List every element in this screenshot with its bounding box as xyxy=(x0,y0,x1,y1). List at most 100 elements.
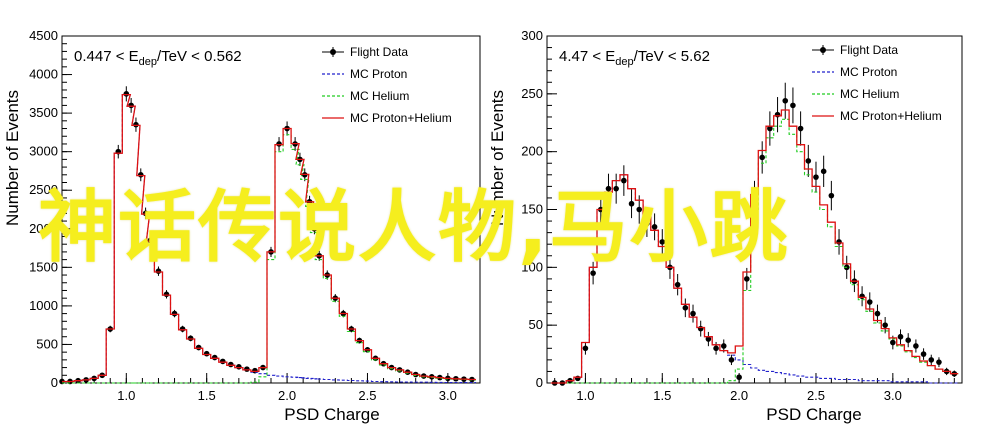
data-point xyxy=(582,345,589,352)
data-point xyxy=(211,354,218,361)
data-point xyxy=(928,357,935,363)
x-tick-label: 2.5 xyxy=(358,388,376,403)
legend-item: MC Proton+Helium xyxy=(322,111,452,125)
energy-range-annotation: 0.447 < Edep/TeV < 0.562 xyxy=(74,48,242,68)
series-mc-proton xyxy=(550,174,959,384)
data-point xyxy=(123,91,130,97)
data-point xyxy=(651,224,658,230)
x-tick-label: 2.0 xyxy=(278,388,296,403)
y-tick-label: 1500 xyxy=(29,259,58,274)
data-point xyxy=(905,337,912,344)
y-tick-label: 1000 xyxy=(29,298,58,313)
data-point xyxy=(767,125,773,132)
y-axis-title: Number of Events xyxy=(3,90,22,226)
y-tick-label: 200 xyxy=(521,144,543,159)
y-tick-label: 500 xyxy=(36,336,58,351)
data-point xyxy=(866,299,873,305)
data-point xyxy=(137,172,144,178)
series-mc-proton-helium xyxy=(550,109,959,384)
data-point xyxy=(636,206,643,213)
legend-item: Flight Data xyxy=(812,43,898,57)
histogram-line xyxy=(62,93,476,383)
data-point xyxy=(697,325,704,332)
legend-swatch xyxy=(330,49,336,55)
data-point xyxy=(179,326,186,332)
data-point xyxy=(920,351,927,357)
legend-label: Flight Data xyxy=(350,45,408,59)
data-point xyxy=(713,345,719,352)
series-mc-helium xyxy=(62,134,476,384)
data-point xyxy=(228,361,234,368)
data-point xyxy=(936,359,942,365)
legend: Flight Data MC Proton MC Helium MC Proton+H… xyxy=(322,45,452,125)
data-point xyxy=(751,192,758,199)
x-tick-label: 2.5 xyxy=(807,388,825,403)
data-point xyxy=(897,333,904,340)
data-point xyxy=(203,350,210,357)
data-point xyxy=(187,335,194,342)
data-point xyxy=(813,174,819,180)
data-point xyxy=(219,358,226,365)
x-axis-title: PSD Charge xyxy=(284,405,379,424)
histogram-line xyxy=(62,94,476,384)
y-tick-label: 300 xyxy=(521,28,543,43)
legend-label: Flight Data xyxy=(840,43,898,57)
data-point xyxy=(142,210,149,217)
data-point xyxy=(705,336,712,342)
data-point xyxy=(682,305,689,311)
y-axis-title: Number of Events xyxy=(488,90,507,226)
legend-item: MC Proton xyxy=(322,67,407,81)
data-point xyxy=(828,192,835,199)
data-point xyxy=(674,281,681,288)
x-axis-title: PSD Charge xyxy=(766,405,861,424)
data-point xyxy=(913,343,919,349)
series-mc-helium xyxy=(550,118,959,384)
data-point xyxy=(163,291,170,298)
data-point xyxy=(774,111,781,118)
data-point xyxy=(605,185,612,192)
data-point xyxy=(797,125,804,132)
y-tick-label: 3500 xyxy=(29,105,58,120)
y-tick-label: 100 xyxy=(521,259,543,274)
legend-item: Flight Data xyxy=(322,45,408,59)
data-point xyxy=(628,200,635,207)
y-tick-label: 3000 xyxy=(29,144,58,159)
x-tick-label: 1.0 xyxy=(576,388,594,403)
data-point xyxy=(613,185,619,192)
x-tick-label: 1.5 xyxy=(198,388,216,403)
legend-label: MC Proton xyxy=(840,65,897,79)
histogram-line xyxy=(550,109,959,384)
data-point xyxy=(133,121,139,128)
legend-swatch xyxy=(820,47,826,53)
data-point xyxy=(728,357,735,363)
data-point xyxy=(644,220,650,227)
histogram-line xyxy=(550,118,959,384)
y-tick-label: 2000 xyxy=(29,221,58,236)
legend-item: MC Proton xyxy=(812,65,897,79)
data-point xyxy=(836,239,842,245)
y-tick-label: 0 xyxy=(536,375,543,390)
x-tick-label: 2.0 xyxy=(730,388,748,403)
data-point xyxy=(590,270,596,276)
y-tick-label: 50 xyxy=(529,317,543,332)
energy-range-annotation: 4.47 < Edep/TeV < 5.62 xyxy=(559,48,710,68)
legend-item: MC Helium xyxy=(322,89,409,103)
data-point xyxy=(236,364,242,370)
histogram-line xyxy=(62,134,476,384)
data-point xyxy=(276,141,282,147)
legend-label: MC Proton+Helium xyxy=(350,111,452,125)
data-point xyxy=(621,177,627,184)
data-point xyxy=(874,310,881,317)
x-tick-label: 1.5 xyxy=(653,388,671,403)
data-point xyxy=(659,239,666,245)
data-point xyxy=(155,268,162,274)
y-tick-label: 2500 xyxy=(29,182,58,197)
data-point xyxy=(720,343,727,349)
data-point xyxy=(782,97,789,104)
data-point xyxy=(195,344,202,351)
data-point xyxy=(574,375,581,382)
legend-label: MC Helium xyxy=(350,89,409,103)
data-point xyxy=(128,102,134,109)
data-point xyxy=(805,158,812,164)
